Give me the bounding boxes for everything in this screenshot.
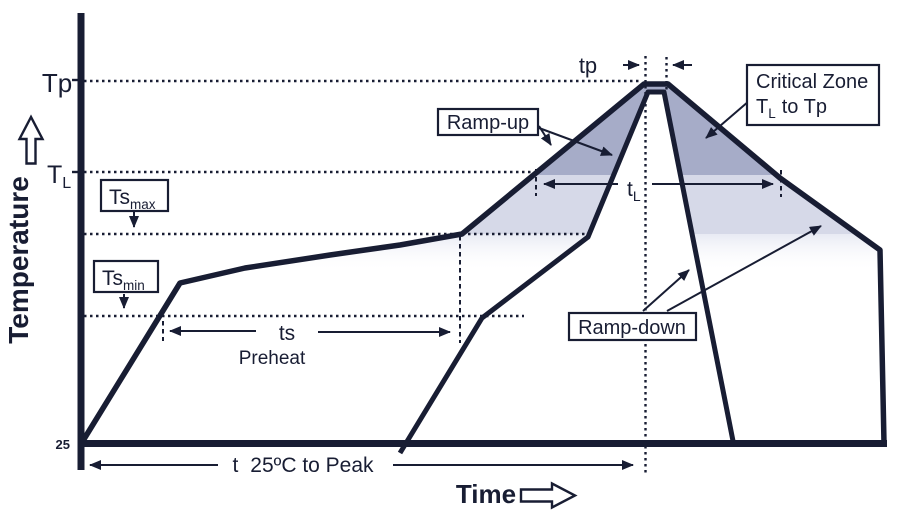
origin-25-label: 25 (56, 437, 70, 452)
time-right-arrow-icon (519, 481, 578, 510)
tsmin-label-box (92, 259, 160, 294)
ramp-up-label-box (436, 107, 540, 137)
ramp-down-label: Ramp-down (578, 317, 686, 339)
critical-zone-label-line2: TL to Tp (756, 96, 827, 121)
temperature-up-arrow-icon (17, 114, 45, 165)
ramp-down-pointer-arrow-2 (666, 225, 822, 312)
min-profile-curve (397, 89, 737, 455)
max-profile-curve (78, 81, 887, 446)
tsmin-label: Tsmin (102, 267, 145, 293)
critical-zone-label-line1: Critical Zone (756, 71, 868, 93)
tp-time-label: tp (579, 53, 597, 78)
tl-level-label: TL (47, 161, 71, 192)
critical-zone-label-box (745, 63, 881, 127)
t25-to-peak-label: t 25ºC to Peak (232, 454, 374, 477)
critical-zone-pointer-arrow (705, 100, 750, 139)
ramp-up-pointer-arrow-2 (538, 127, 613, 156)
tsmax-label: Tsmax (109, 186, 156, 212)
preheat-label: Preheat (239, 348, 306, 369)
temperature-axis-label: Temperature (3, 176, 34, 344)
ramp-up-label: Ramp-up (447, 112, 529, 134)
ts-time-label: ts (279, 322, 295, 345)
time-axis-label: Time (456, 479, 516, 509)
tsmax-label-box (99, 178, 170, 213)
tp-level-label: Tp (42, 68, 72, 98)
tl-time-label: tL (627, 178, 641, 204)
faint-zone-shade (81, 234, 884, 272)
ramp-down-pointer-arrow-1 (642, 269, 690, 312)
ramp-down-label-box (567, 311, 698, 342)
